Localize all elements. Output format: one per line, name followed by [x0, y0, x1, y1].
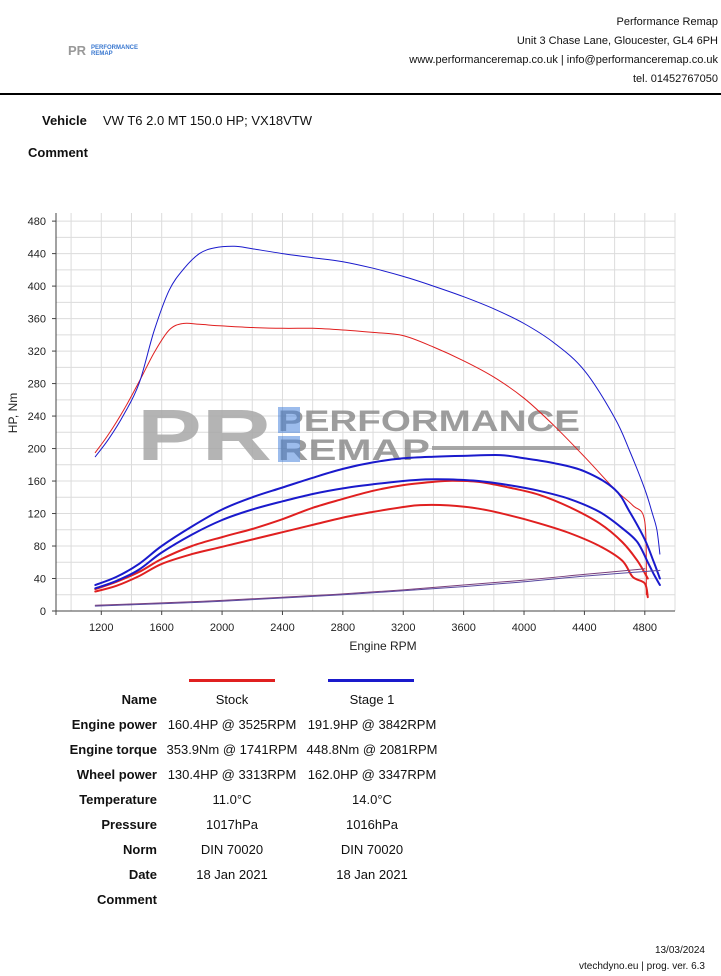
y-tick-label: 440: [28, 249, 46, 261]
y-tick-label: 280: [28, 379, 46, 391]
legend-stage-name: Stage 1: [349, 692, 395, 707]
footer-program: vtechdyno.eu | prog. ver. 6.3: [578, 961, 705, 972]
y-tick-label: 0: [40, 606, 46, 618]
stage1-wheel-power-line: [94, 478, 661, 590]
dyno-chart: PR PERFORMANCE REMAP 0 40 80 120 160 200 240 28…: [6, 213, 676, 653]
company-name: Performance Remap: [616, 16, 719, 28]
watermark-mark: PR: [137, 396, 272, 476]
row-stage-value: 448.8Nm @ 2081RPM: [306, 742, 438, 757]
vehicle-value: VW T6 2.0 MT 150.0 HP; VX18VTW: [103, 113, 313, 128]
watermark-underline: [432, 446, 580, 450]
chart-grid: [56, 213, 676, 612]
footer-date: 13/03/2024: [654, 945, 705, 956]
row-label: Temperature: [79, 792, 157, 807]
watermark-logo: PR PERFORMANCE REMAP: [137, 396, 580, 476]
x-tick-label: 2800: [331, 622, 355, 634]
x-tick-label: 4400: [572, 622, 596, 634]
row-label: Norm: [123, 842, 157, 857]
row-stock-value: 353.9Nm @ 1741RPM: [166, 742, 298, 757]
watermark-text-1: PERFORMANCE: [278, 405, 580, 438]
row-label: Wheel power: [76, 767, 157, 782]
y-tick-label: 320: [28, 346, 46, 358]
row-stage-value: DIN 70020: [340, 842, 404, 857]
x-tick-label: 3600: [451, 622, 475, 634]
chart-axes: 0 40 80 120 160 200 240 280 320 360 400 440 480 1200 1…: [28, 213, 675, 634]
y-tick-label: 480: [28, 216, 46, 228]
x-axis-label: Engine RPM: [349, 639, 416, 653]
legend-line-stage: [328, 679, 414, 682]
stock-torque-line: [94, 322, 647, 596]
stage1-loss-line: [94, 569, 661, 607]
watermark-text-2: REMAP: [278, 434, 430, 467]
row-label: Comment: [97, 892, 157, 907]
row-stage-value: 162.0HP @ 3347RPM: [307, 767, 437, 782]
x-tick-label: 1600: [149, 622, 173, 634]
row-stage-value: 14.0°C: [352, 792, 392, 807]
watermark-accent-2: [278, 436, 300, 462]
stage1-engine-power-line: [94, 454, 661, 586]
y-tick-label: 160: [28, 476, 46, 488]
logo-mark-small: PR: [68, 43, 87, 57]
row-stock-value: 130.4HP @ 3313RPM: [167, 767, 297, 782]
company-phone: tel. 01452767050: [632, 73, 718, 85]
row-label: Date: [128, 867, 157, 882]
company-contact: www.performanceremap.co.uk | info@perfor…: [409, 54, 718, 66]
x-tick-label: 1200: [89, 622, 113, 634]
row-stock-value: 18 Jan 2021: [196, 867, 268, 882]
row-stage-value: 1016hPa: [345, 817, 399, 832]
legend-name-label: Name: [121, 692, 157, 707]
legend-line-stock: [189, 679, 275, 682]
row-stock-value: 11.0°C: [212, 792, 252, 807]
row-label: Engine torque: [69, 742, 157, 757]
stock-wheel-power-line: [94, 503, 649, 599]
results-table: Name Stock Stage 1 Engine power 160.4HP @…: [0, 675, 721, 915]
x-tick-label: 4800: [633, 622, 657, 634]
y-tick-label: 240: [28, 411, 46, 423]
company-address: Unit 3 Chase Lane, Gloucester, GL4 6PH: [516, 35, 718, 47]
y-tick-label: 80: [34, 541, 46, 553]
y-tick-label: 120: [28, 509, 46, 521]
y-tick-label: 360: [28, 314, 46, 326]
stock-loss-line: [94, 568, 646, 606]
watermark-accent-1: [278, 407, 300, 433]
x-tick-label: 4000: [512, 622, 536, 634]
row-label: Pressure: [101, 817, 157, 832]
row-stock-value: DIN 70020: [200, 842, 264, 857]
stage1-torque-line: [94, 245, 661, 555]
x-tick-label: 3200: [391, 622, 415, 634]
y-tick-label: 400: [28, 281, 46, 293]
row-stock-value: 160.4HP @ 3525RPM: [167, 717, 297, 732]
row-stage-value: 18 Jan 2021: [336, 867, 408, 882]
logo-text-small-1: PERFORMANCE: [91, 45, 138, 51]
header-divider: [0, 93, 721, 95]
y-tick-label: 200: [28, 444, 46, 456]
vehicle-label: Vehicle: [42, 113, 87, 128]
row-label: Engine power: [71, 717, 157, 732]
row-stock-value: 1017hPa: [205, 817, 259, 832]
logo-text-small-2: REMAP: [91, 51, 113, 57]
chart-series: [94, 245, 661, 607]
x-tick-label: 2400: [270, 622, 294, 634]
legend-stock-name: Stock: [215, 692, 249, 707]
y-tick-label: 40: [34, 574, 46, 586]
stock-engine-power-line: [94, 479, 649, 591]
header-logo: PR PERFORMANCE REMAP: [68, 43, 150, 62]
x-tick-label: 2000: [210, 622, 234, 634]
y-axis-label: HP, Nm: [6, 393, 20, 433]
row-stage-value: 191.9HP @ 3842RPM: [307, 717, 437, 732]
comment-label: Comment: [28, 145, 88, 160]
